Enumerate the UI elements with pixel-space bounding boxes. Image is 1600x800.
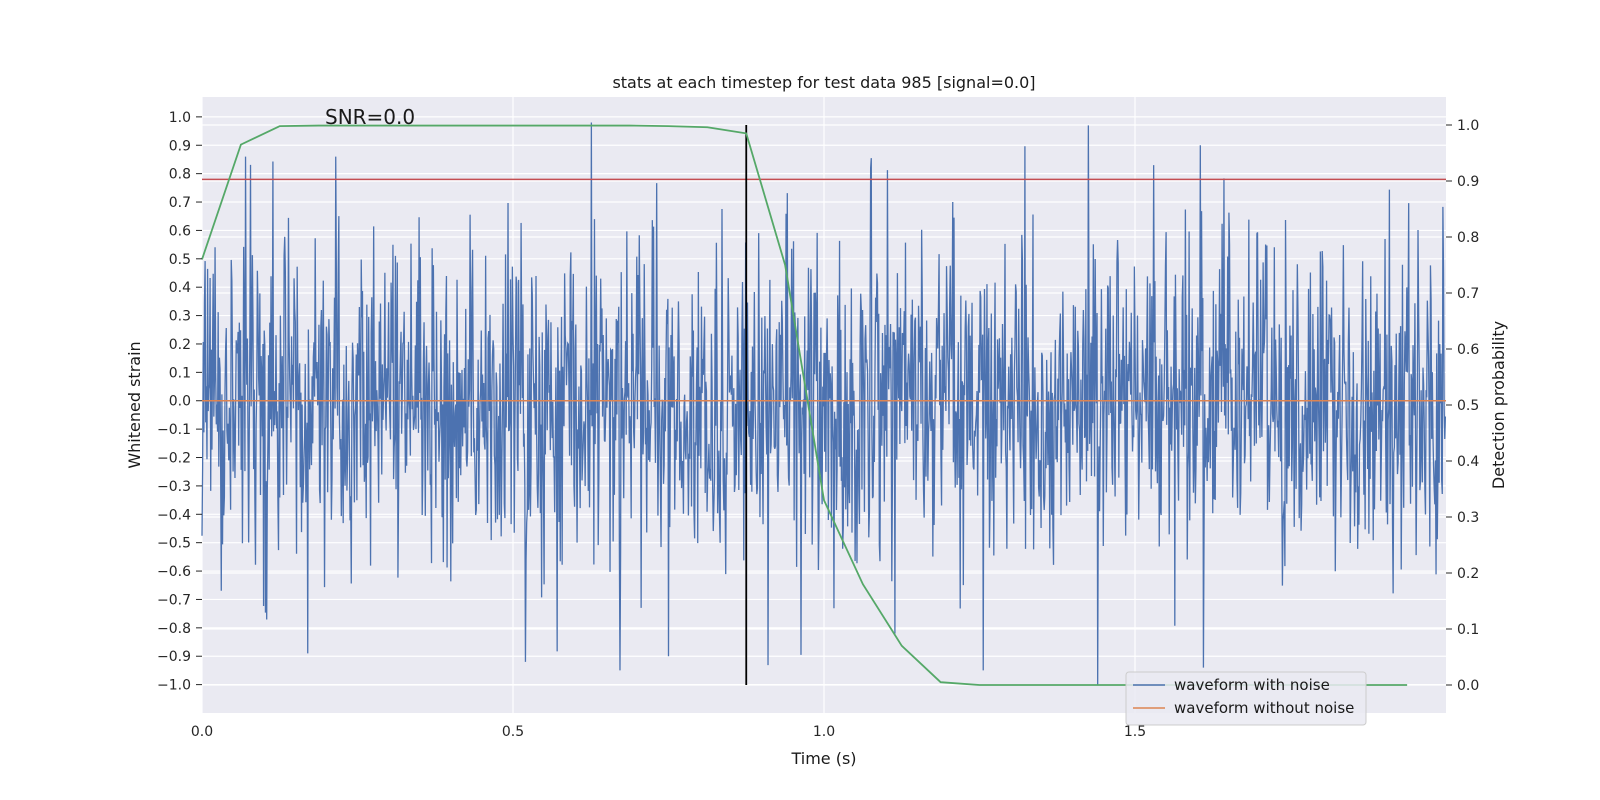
legend: waveform with noise waveform without noi… <box>1125 671 1367 726</box>
y-right-tick-label-9: 0.1 <box>1457 622 1479 638</box>
y-right-tick-label-3: 0.7 <box>1457 286 1479 302</box>
y-right-tick-label-2: 0.8 <box>1457 230 1479 246</box>
y-left-tick-label-10: 0.0 <box>169 394 191 410</box>
y-left-tick-label-19: −0.9 <box>157 649 191 665</box>
y-left-tick-label-20: −1.0 <box>157 678 191 694</box>
legend-label-noisy: waveform with noise <box>1174 676 1330 694</box>
y-right-tick-label-0: 1.0 <box>1457 118 1479 134</box>
y-right-tick-label-6: 0.4 <box>1457 454 1479 470</box>
x-tick-label-3: 1.5 <box>1124 724 1146 740</box>
y-right-axis-ticks: 1.0 0.9 0.8 0.7 0.6 0.5 0.4 0.3 0.2 0.1 0.0 <box>1446 118 1479 694</box>
y-right-tick-label-4: 0.6 <box>1457 342 1479 358</box>
x-tick-label-0: 0.0 <box>191 724 213 740</box>
y-left-tick-label-14: −0.4 <box>157 507 191 523</box>
y-right-tick-label-1: 0.9 <box>1457 174 1479 190</box>
reference-lines <box>202 125 1446 685</box>
y-right-tick-label-7: 0.3 <box>1457 510 1479 526</box>
y-left-tick-label-9: 0.1 <box>169 365 191 381</box>
y-left-tick-label-12: −0.2 <box>157 451 191 467</box>
x-axis-label: Time (s) <box>790 749 856 768</box>
y-right-axis-label: Detection probability <box>1489 321 1508 489</box>
snr-annotation: SNR=0.0 <box>325 105 415 129</box>
y-left-tick-label-17: −0.7 <box>157 592 191 608</box>
legend-label-clean: waveform without noise <box>1174 699 1354 717</box>
y-left-tick-label-16: −0.6 <box>157 564 191 580</box>
y-left-tick-label-2: 0.8 <box>169 167 191 183</box>
y-left-tick-label-8: 0.2 <box>169 337 191 353</box>
y-left-tick-label-7: 0.3 <box>169 309 191 325</box>
y-left-tick-label-0: 1.0 <box>169 110 191 126</box>
y-left-axis-ticks: 1.0 0.9 0.8 0.7 0.6 0.5 0.4 0.3 0.2 0.1 0.0 −0.1 −0.… <box>157 110 202 694</box>
y-left-axis-label: Whitened strain <box>125 341 144 468</box>
chart-title: stats at each timestep for test data 985… <box>612 73 1035 92</box>
y-left-tick-label-13: −0.3 <box>157 479 191 495</box>
y-left-tick-label-4: 0.6 <box>169 223 191 239</box>
y-left-tick-label-5: 0.5 <box>169 252 191 268</box>
y-left-tick-label-11: −0.1 <box>157 422 191 438</box>
y-left-tick-label-6: 0.4 <box>169 280 191 296</box>
y-left-tick-label-15: −0.5 <box>157 536 191 552</box>
x-tick-label-1: 0.5 <box>502 724 524 740</box>
x-tick-label-2: 1.0 <box>813 724 835 740</box>
y-right-tick-label-8: 0.2 <box>1457 566 1479 582</box>
y-left-tick-label-18: −0.8 <box>157 621 191 637</box>
y-left-tick-label-1: 0.9 <box>169 138 191 154</box>
x-axis-ticks: 0.0 0.5 1.0 1.5 <box>191 724 1146 740</box>
y-left-tick-label-3: 0.7 <box>169 195 191 211</box>
y-right-tick-label-10: 0.0 <box>1457 678 1479 694</box>
legend-box <box>1125 671 1367 726</box>
y-right-tick-label-5: 0.5 <box>1457 398 1479 414</box>
